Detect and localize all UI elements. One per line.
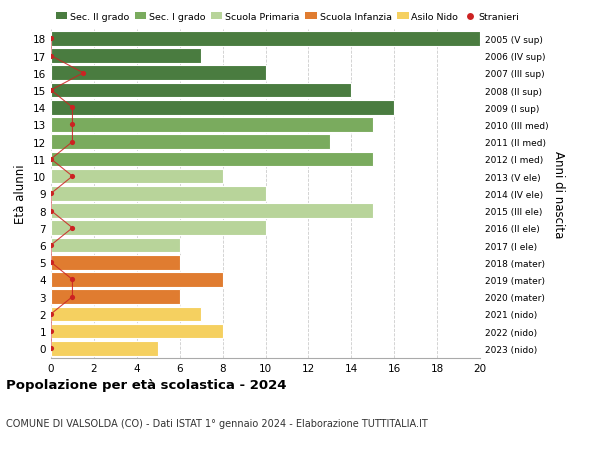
- Point: [68, 276, 77, 284]
- Text: COMUNE DI VALSOLDA (CO) - Dati ISTAT 1° gennaio 2024 - Elaborazione TUTTITALIA.I: COMUNE DI VALSOLDA (CO) - Dati ISTAT 1° …: [6, 418, 428, 428]
- Point: [68, 173, 77, 180]
- Point: [68, 224, 77, 232]
- Bar: [51, 135, 330, 150]
- Point: [46, 311, 56, 318]
- Point: [46, 156, 56, 163]
- Text: Popolazione per età scolastica - 2024: Popolazione per età scolastica - 2024: [6, 379, 287, 392]
- Point: [46, 259, 56, 266]
- Bar: [51, 49, 201, 64]
- Point: [79, 70, 88, 77]
- Bar: [51, 238, 180, 253]
- Bar: [51, 32, 480, 46]
- Point: [46, 207, 56, 215]
- Point: [46, 328, 56, 335]
- Bar: [51, 307, 201, 321]
- Y-axis label: Anni di nascita: Anni di nascita: [552, 151, 565, 237]
- Point: [68, 293, 77, 301]
- Point: [68, 104, 77, 112]
- Bar: [51, 84, 352, 98]
- Point: [46, 345, 56, 352]
- Point: [46, 190, 56, 198]
- Bar: [51, 255, 180, 270]
- Point: [68, 122, 77, 129]
- Point: [68, 139, 77, 146]
- Bar: [51, 273, 223, 287]
- Bar: [51, 169, 223, 184]
- Bar: [51, 204, 373, 218]
- Legend: Sec. II grado, Sec. I grado, Scuola Primaria, Scuola Infanzia, Asilo Nido, Stran: Sec. II grado, Sec. I grado, Scuola Prim…: [56, 13, 519, 22]
- Bar: [51, 290, 180, 304]
- Bar: [51, 152, 373, 167]
- Point: [46, 242, 56, 249]
- Point: [46, 87, 56, 95]
- Bar: [51, 187, 266, 201]
- Bar: [51, 67, 266, 81]
- Point: [46, 36, 56, 43]
- Bar: [51, 118, 373, 133]
- Point: [46, 53, 56, 60]
- Y-axis label: Età alunni: Età alunni: [14, 164, 28, 224]
- Bar: [51, 341, 158, 356]
- Bar: [51, 324, 223, 339]
- Bar: [51, 101, 394, 115]
- Bar: [51, 221, 266, 235]
